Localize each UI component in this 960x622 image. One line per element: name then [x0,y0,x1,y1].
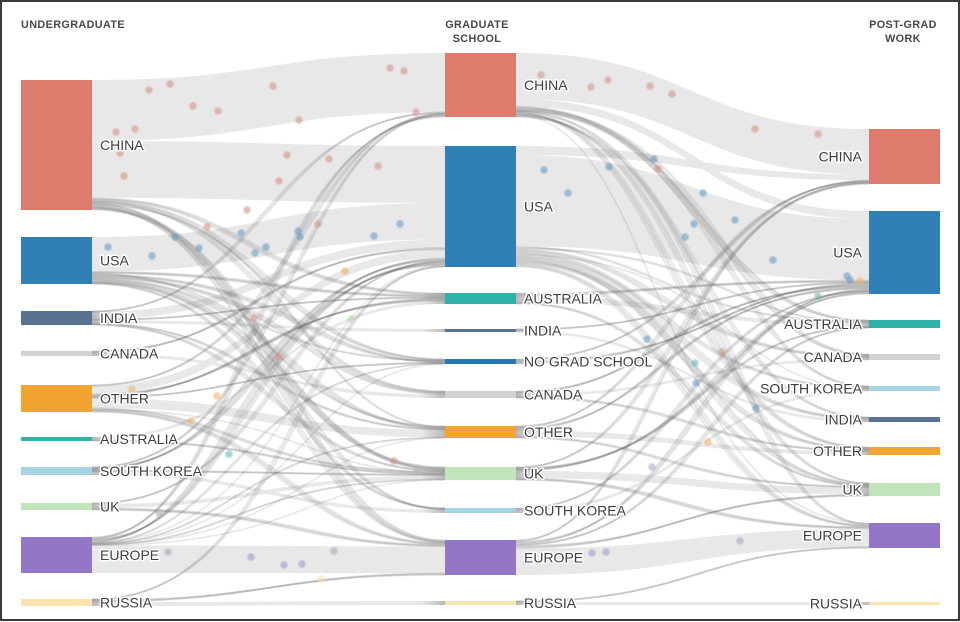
svg-text:SCHOOL: SCHOOL [453,33,502,45]
svg-text:GRADUATE: GRADUATE [445,19,509,31]
svg-text:USA: USA [100,253,129,269]
svg-text:CHINA: CHINA [524,77,568,93]
svg-text:INDIA: INDIA [825,412,863,428]
svg-text:CANADA: CANADA [804,349,863,365]
svg-text:UK: UK [843,482,863,498]
svg-text:OTHER: OTHER [524,424,573,440]
svg-text:RUSSIA: RUSSIA [100,595,153,611]
svg-text:CANADA: CANADA [524,387,583,403]
svg-text:EUROPE: EUROPE [100,547,159,563]
svg-text:AUSTRALIA: AUSTRALIA [784,316,862,332]
svg-text:EUROPE: EUROPE [803,528,862,544]
svg-text:CHINA: CHINA [100,137,144,153]
svg-text:AUSTRALIA: AUSTRALIA [100,431,178,447]
svg-text:OTHER: OTHER [813,443,862,459]
svg-text:AUSTRALIA: AUSTRALIA [524,291,602,307]
svg-text:CHINA: CHINA [818,149,862,165]
svg-text:USA: USA [524,199,553,215]
svg-text:POST-GRAD: POST-GRAD [869,19,937,31]
svg-text:INDIA: INDIA [100,310,138,326]
svg-text:SOUTH KOREA: SOUTH KOREA [524,503,627,519]
svg-text:USA: USA [833,245,862,261]
svg-text:WORK: WORK [885,33,921,45]
svg-text:NO GRAD SCHOOL: NO GRAD SCHOOL [524,354,653,370]
svg-text:RUSSIA: RUSSIA [810,596,863,612]
svg-text:UNDERGRADUATE: UNDERGRADUATE [21,19,125,31]
svg-text:EUROPE: EUROPE [524,550,583,566]
svg-text:UK: UK [524,466,544,482]
svg-text:RUSSIA: RUSSIA [524,595,577,611]
svg-text:SOUTH KOREA: SOUTH KOREA [760,381,863,397]
svg-text:UK: UK [100,499,120,515]
svg-text:INDIA: INDIA [524,323,562,339]
svg-text:OTHER: OTHER [100,391,149,407]
svg-text:CANADA: CANADA [100,346,159,362]
svg-text:SOUTH KOREA: SOUTH KOREA [100,463,203,479]
